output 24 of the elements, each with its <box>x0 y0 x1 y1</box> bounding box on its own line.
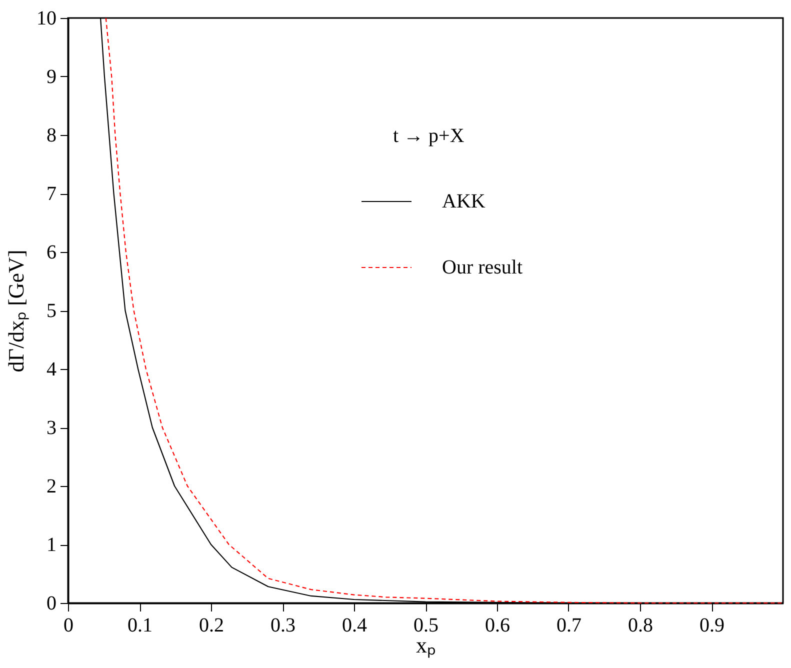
y-tick-label: 1 <box>46 534 56 556</box>
legend-label: AKK <box>442 190 486 212</box>
y-axis-title: dΓ/dxₚ [GeV] <box>4 250 30 372</box>
y-tick-label: 6 <box>46 242 56 264</box>
x-tick-label: 0.4 <box>342 614 367 636</box>
y-tick-label: 10 <box>36 8 56 30</box>
x-tick-label: 0.6 <box>485 614 510 636</box>
y-tick-label: 0 <box>46 592 56 614</box>
y-tick-label: 4 <box>46 358 56 380</box>
x-tick-label: 0.2 <box>199 614 224 636</box>
legend-label: Our result <box>442 256 523 278</box>
x-tick-label: 0.9 <box>700 614 724 636</box>
x-tick-label: 0.7 <box>556 614 582 636</box>
x-tick-label: 0 <box>64 614 74 636</box>
annotation: t → p+X <box>393 125 465 147</box>
y-tick-label: 7 <box>46 183 56 205</box>
y-tick-label: 9 <box>46 66 56 88</box>
x-tick-label: 0.3 <box>270 614 296 636</box>
y-tick-label: 8 <box>46 124 56 146</box>
y-tick-label: 2 <box>46 476 56 498</box>
x-tick-label: 0.1 <box>128 614 152 636</box>
x-tick-label: 0.8 <box>628 614 653 636</box>
y-tick-label: 5 <box>46 300 56 322</box>
y-tick-label: 3 <box>46 417 56 439</box>
